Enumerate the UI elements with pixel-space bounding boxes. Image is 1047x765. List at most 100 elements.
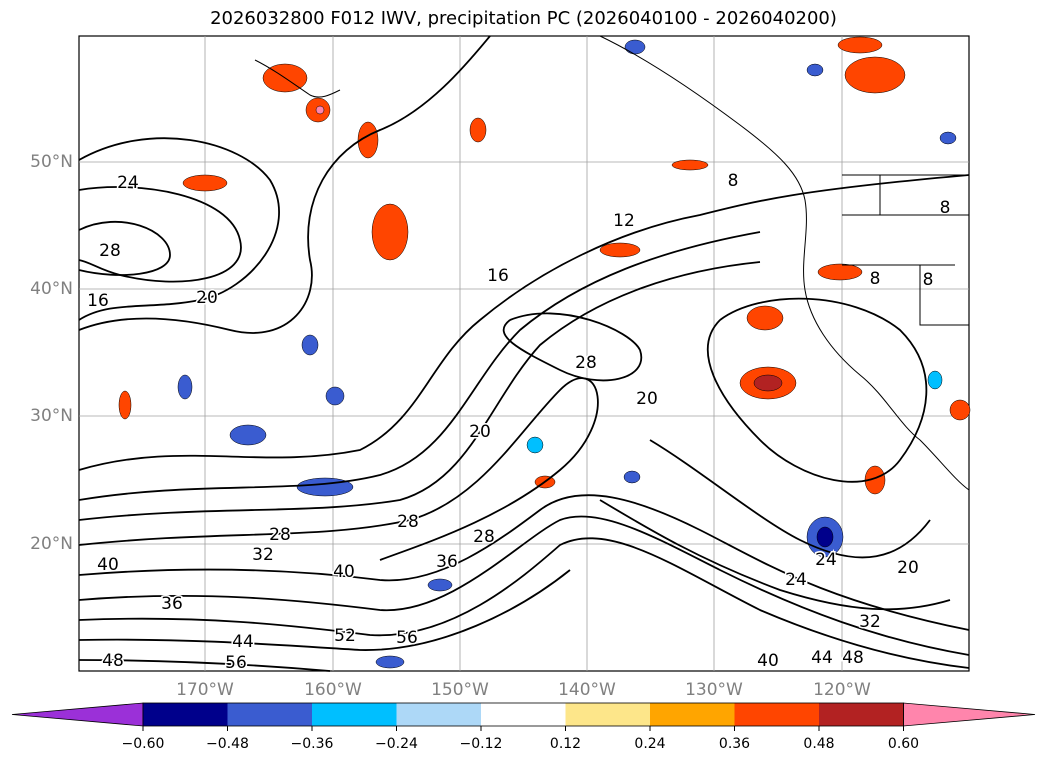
contour-label: 52 — [334, 626, 356, 646]
contour-line — [78, 35, 491, 334]
contour-label: 16 — [487, 266, 509, 286]
precip-area — [599, 242, 641, 258]
contour-label: 48 — [842, 648, 864, 668]
precip-area — [844, 56, 906, 94]
contour-label: 12 — [613, 211, 635, 231]
precip-area — [315, 105, 325, 115]
colorbar-tick-label: −0.48 — [206, 736, 249, 752]
precip-area — [357, 121, 379, 159]
contour-label: 28 — [397, 512, 419, 532]
contour-line — [78, 174, 970, 471]
contour-label: 28 — [575, 353, 597, 373]
precip-area — [623, 470, 641, 484]
contour-label: 24 — [117, 173, 139, 193]
contour-label: 24 — [785, 570, 807, 590]
contour-label: 48 — [102, 651, 124, 671]
colorbar-tick-label: 0.36 — [718, 736, 751, 752]
precip-area — [371, 203, 409, 261]
north-america-coast — [599, 35, 970, 491]
contour-line — [78, 494, 970, 631]
state-borders — [842, 175, 969, 326]
lat-label: 30°N — [30, 406, 73, 426]
precip-area — [229, 424, 267, 446]
contour-line — [78, 261, 761, 521]
lat-label: 20°N — [30, 534, 73, 554]
contour-label: 20 — [196, 288, 218, 308]
contour-label: 32 — [859, 612, 881, 632]
precip-area — [949, 399, 971, 421]
precip-area — [817, 263, 863, 281]
alaska-coast — [254, 59, 341, 98]
map-frame — [78, 35, 970, 672]
precip-area — [927, 370, 943, 390]
contour-label: 16 — [87, 291, 109, 311]
precip-area — [746, 305, 784, 331]
contour-label: 20 — [897, 558, 919, 578]
lon-label: 150°W — [431, 680, 489, 700]
colorbar-tick-label: −0.60 — [121, 736, 165, 752]
precip-area — [624, 39, 646, 55]
contour-line — [78, 537, 970, 669]
contour-line — [78, 137, 280, 321]
precip-area — [375, 655, 405, 669]
precip-area — [325, 386, 345, 406]
colorbar-tick-label: 0.60 — [887, 736, 920, 752]
contour-label: 44 — [811, 648, 833, 668]
iwv-contours — [78, 35, 970, 672]
precip-area — [671, 159, 709, 171]
precip-area — [526, 436, 544, 454]
colorbar-tick-label: −0.36 — [290, 736, 334, 752]
contour-line — [78, 659, 331, 672]
contour-label: 24 — [815, 550, 837, 570]
contour-label: 8 — [923, 270, 934, 290]
contour-label: 8 — [940, 198, 951, 218]
contour-label: 44 — [232, 632, 254, 652]
precip-area — [301, 334, 319, 356]
lon-label: 170°W — [176, 680, 234, 700]
contour-label: 40 — [97, 555, 119, 575]
contour-label: 40 — [333, 562, 355, 582]
precip-area — [177, 374, 193, 400]
contour-label: 28 — [473, 527, 495, 547]
lat-label: 50°N — [30, 152, 73, 172]
contour-label: 32 — [252, 545, 274, 565]
contour-line — [78, 377, 599, 561]
contour-label: 36 — [161, 594, 183, 614]
contour-label: 56 — [225, 653, 247, 673]
contour-label: 28 — [269, 525, 291, 545]
contour-line — [706, 297, 928, 483]
contour-label: 20 — [636, 389, 658, 409]
lon-label: 130°W — [685, 680, 743, 700]
coastline — [254, 35, 970, 491]
contour-line — [78, 231, 761, 501]
precip-area — [427, 578, 453, 592]
colorbar-tick-label: 0.24 — [634, 736, 666, 752]
contour-label: 56 — [396, 628, 418, 648]
contour-line — [78, 569, 571, 651]
lat-label: 40°N — [30, 279, 73, 299]
contour-label: 36 — [436, 552, 458, 572]
contour-line — [649, 439, 931, 559]
contour-line — [502, 312, 643, 382]
precip-area — [182, 174, 228, 192]
precip-area — [806, 63, 824, 77]
precip-area — [118, 390, 132, 420]
contour-label: 40 — [757, 651, 779, 671]
contour-label: 28 — [99, 241, 121, 261]
contour-label: 8 — [728, 171, 739, 191]
precip-area — [939, 131, 957, 145]
contour-line — [78, 221, 171, 276]
contour-label: 20 — [469, 422, 491, 442]
lon-label: 140°W — [558, 680, 616, 700]
contour-line — [78, 515, 970, 656]
colorbar-tick-label: 0.12 — [549, 736, 582, 752]
map-title: 2026032800 F012 IWV, precipitation PC (2… — [210, 8, 837, 29]
precip-area — [837, 36, 883, 54]
precip-area — [816, 526, 834, 548]
colorbar-tick-label: −0.12 — [459, 736, 503, 752]
precip-area — [469, 117, 487, 143]
contour-label: 8 — [870, 269, 881, 289]
lon-label: 160°W — [304, 680, 362, 700]
precip-area — [753, 374, 783, 392]
colorbar-tick-label: −0.24 — [375, 736, 418, 752]
